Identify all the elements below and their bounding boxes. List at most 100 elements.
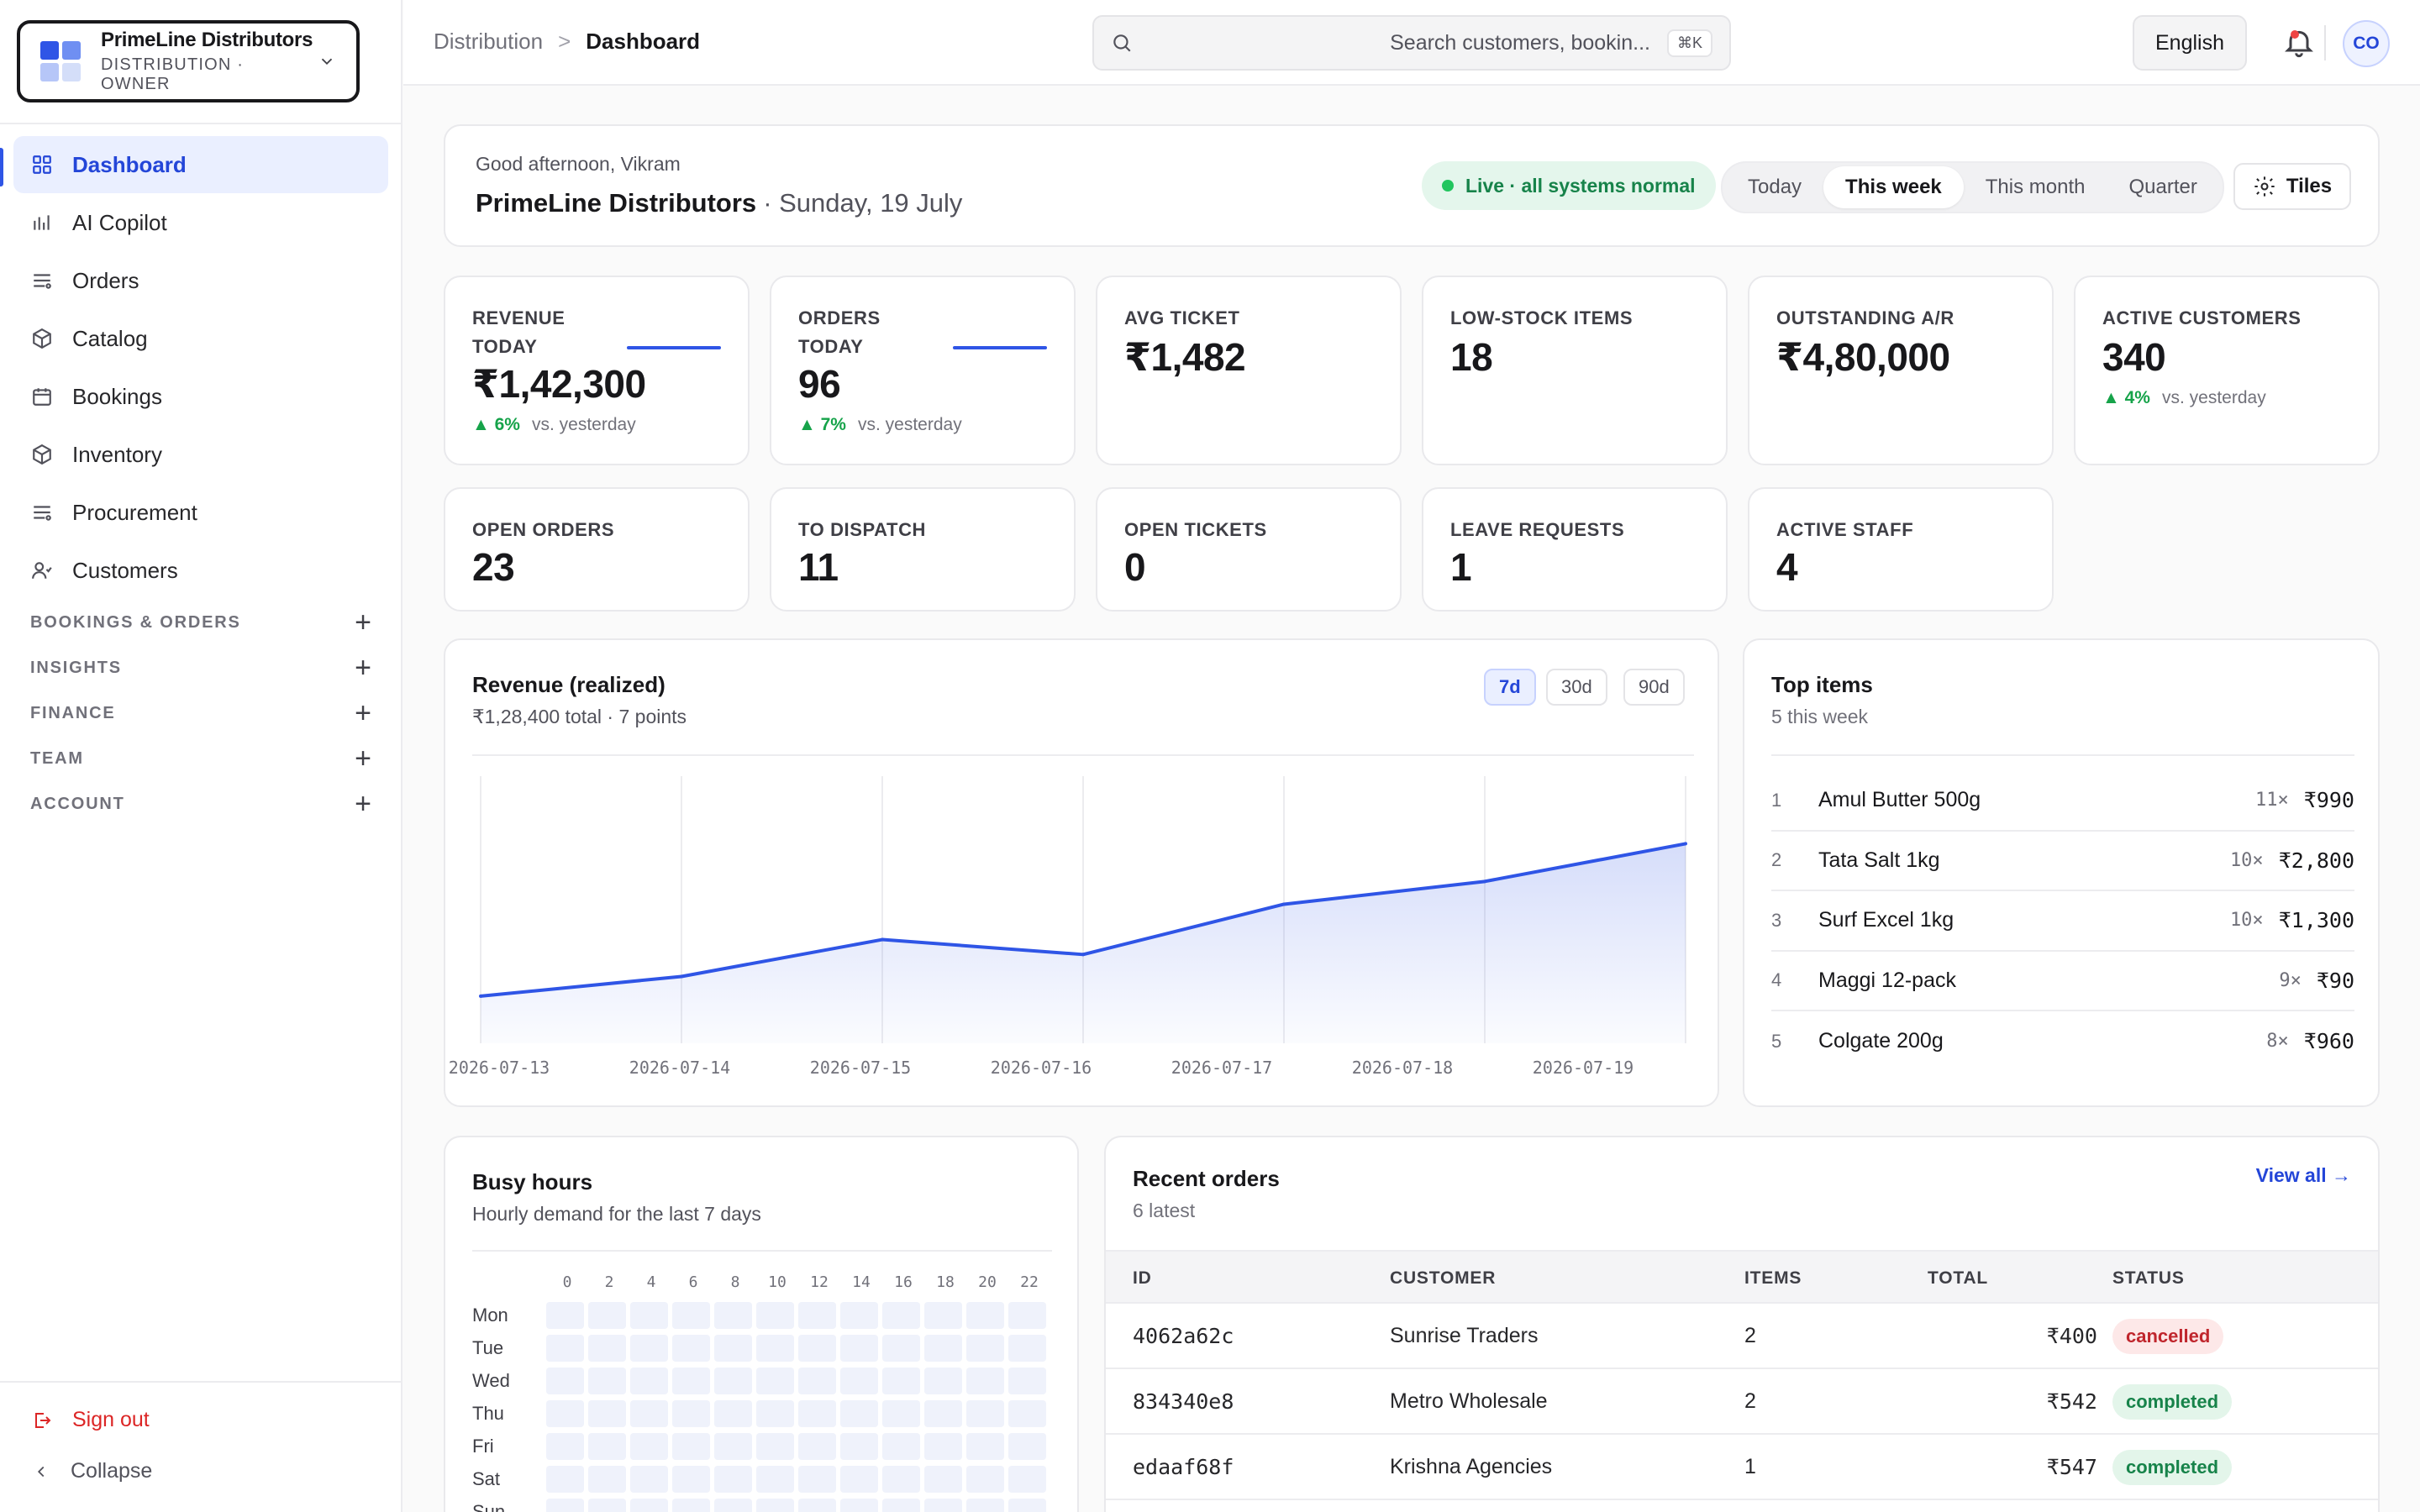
avatar[interactable]: CO bbox=[2343, 20, 2390, 67]
heatmap-cell[interactable] bbox=[1008, 1335, 1046, 1362]
kpi-card-to-dispatch[interactable]: TO DISPATCH 11 bbox=[770, 487, 1076, 612]
heatmap-cell[interactable] bbox=[924, 1368, 962, 1394]
period-this-month[interactable]: This month bbox=[1985, 176, 2086, 198]
heatmap-cell[interactable] bbox=[756, 1433, 794, 1460]
heatmap-cell[interactable] bbox=[966, 1466, 1004, 1493]
heatmap-cell[interactable] bbox=[882, 1400, 920, 1427]
heatmap-cell[interactable] bbox=[546, 1433, 584, 1460]
heatmap-cell[interactable] bbox=[798, 1433, 836, 1460]
language-selector[interactable]: English bbox=[2133, 15, 2247, 71]
heatmap-cell[interactable] bbox=[1008, 1499, 1046, 1512]
sidebar-item-catalog[interactable]: Catalog bbox=[13, 310, 388, 367]
table-row[interactable]: 834340e8 Metro Wholesale 2 ₹542 complete… bbox=[1106, 1369, 2378, 1435]
heatmap-cell[interactable] bbox=[840, 1466, 878, 1493]
heatmap-cell[interactable] bbox=[798, 1499, 836, 1512]
data-point[interactable] bbox=[1483, 879, 1486, 884]
heatmap-cell[interactable] bbox=[840, 1368, 878, 1394]
heatmap-cell[interactable] bbox=[882, 1433, 920, 1460]
period-quarter[interactable]: Quarter bbox=[2128, 176, 2197, 198]
heatmap-cell[interactable] bbox=[756, 1368, 794, 1394]
data-point[interactable] bbox=[680, 974, 683, 979]
heatmap-cell[interactable] bbox=[924, 1335, 962, 1362]
heatmap-cell[interactable] bbox=[966, 1368, 1004, 1394]
heatmap-cell[interactable] bbox=[1008, 1400, 1046, 1427]
heatmap-cell[interactable] bbox=[672, 1433, 710, 1460]
data-point[interactable] bbox=[1081, 953, 1085, 957]
sidebar-item-bookings[interactable]: Bookings bbox=[13, 368, 388, 425]
heatmap-cell[interactable] bbox=[672, 1466, 710, 1493]
heatmap-cell[interactable] bbox=[882, 1335, 920, 1362]
heatmap-cell[interactable] bbox=[882, 1368, 920, 1394]
heatmap-cell[interactable] bbox=[1008, 1433, 1046, 1460]
sign-out-button[interactable]: Sign out bbox=[32, 1408, 150, 1432]
heatmap-cell[interactable] bbox=[966, 1302, 1004, 1329]
heatmap-cell[interactable] bbox=[588, 1466, 626, 1493]
heatmap-cell[interactable] bbox=[840, 1433, 878, 1460]
column-header-items[interactable]: ITEMS bbox=[1744, 1268, 1802, 1288]
sidebar-item-customers[interactable]: Customers bbox=[13, 542, 388, 599]
heatmap-cell[interactable] bbox=[924, 1433, 962, 1460]
heatmap-cell[interactable] bbox=[756, 1466, 794, 1493]
list-item[interactable]: 2 Tata Salt 1kg 10× ₹2,800 bbox=[1771, 832, 2354, 891]
heatmap-cell[interactable] bbox=[840, 1400, 878, 1427]
column-header-customer[interactable]: CUSTOMER bbox=[1390, 1268, 1497, 1288]
heatmap-cell[interactable] bbox=[840, 1499, 878, 1512]
heatmap-cell[interactable] bbox=[672, 1400, 710, 1427]
kpi-card-low-stock[interactable]: LOW-STOCK ITEMS 18 bbox=[1422, 276, 1728, 465]
heatmap-cell[interactable] bbox=[798, 1466, 836, 1493]
heatmap-cell[interactable] bbox=[966, 1499, 1004, 1512]
heatmap-cell[interactable] bbox=[714, 1499, 752, 1512]
heatmap-cell[interactable] bbox=[714, 1400, 752, 1427]
data-point[interactable] bbox=[1282, 902, 1286, 906]
heatmap-cell[interactable] bbox=[714, 1335, 752, 1362]
heatmap-cell[interactable] bbox=[672, 1499, 710, 1512]
kpi-card-open-orders[interactable]: OPEN ORDERS 23 bbox=[444, 487, 750, 612]
heatmap-cell[interactable] bbox=[1008, 1302, 1046, 1329]
collapse-button[interactable]: Collapse bbox=[32, 1459, 152, 1483]
section-team[interactable]: TEAM + bbox=[13, 736, 388, 781]
heatmap-cell[interactable] bbox=[966, 1335, 1004, 1362]
section-insights[interactable]: INSIGHTS + bbox=[13, 645, 388, 690]
kpi-card-active-customers[interactable]: ACTIVE CUSTOMERS 340 ▲ 4% vs. yesterday bbox=[2074, 276, 2380, 465]
sidebar-item-orders[interactable]: Orders bbox=[13, 252, 388, 309]
heatmap-cell[interactable] bbox=[546, 1400, 584, 1427]
kpi-card-orders[interactable]: ORDERS TODAY 96 ▲ 7% vs. yesterday bbox=[770, 276, 1076, 465]
heatmap-cell[interactable] bbox=[672, 1302, 710, 1329]
heatmap-cell[interactable] bbox=[546, 1499, 584, 1512]
org-switcher[interactable]: PrimeLine Distributors DISTRIBUTION · OW… bbox=[17, 20, 360, 102]
section-bookings-orders[interactable]: BOOKINGS & ORDERS + bbox=[13, 600, 388, 645]
heatmap-cell[interactable] bbox=[588, 1302, 626, 1329]
heatmap-cell[interactable] bbox=[588, 1368, 626, 1394]
data-point[interactable] bbox=[1684, 842, 1687, 846]
heatmap-cell[interactable] bbox=[588, 1400, 626, 1427]
range-90d[interactable]: 90d bbox=[1623, 669, 1685, 706]
heatmap-cell[interactable] bbox=[1008, 1466, 1046, 1493]
heatmap-cell[interactable] bbox=[588, 1433, 626, 1460]
bell-icon[interactable] bbox=[2282, 25, 2316, 59]
table-row[interactable]: 4062a62c Sunrise Traders 2 ₹400 cancelle… bbox=[1106, 1304, 2378, 1369]
heatmap-cell[interactable] bbox=[1008, 1368, 1046, 1394]
view-all-link[interactable]: View all → bbox=[2255, 1164, 2351, 1186]
sidebar-item-dashboard[interactable]: Dashboard bbox=[13, 136, 388, 193]
kpi-card-revenue[interactable]: REVENUE TODAY ₹1,42,300 ▲ 6% vs. yesterday bbox=[444, 276, 750, 465]
heatmap-cell[interactable] bbox=[672, 1335, 710, 1362]
heatmap-cell[interactable] bbox=[966, 1433, 1004, 1460]
heatmap-cell[interactable] bbox=[630, 1335, 668, 1362]
heatmap-cell[interactable] bbox=[924, 1466, 962, 1493]
heatmap-cell[interactable] bbox=[840, 1335, 878, 1362]
sidebar-item-ai-copilot[interactable]: AI Copilot bbox=[13, 194, 388, 251]
heatmap-cell[interactable] bbox=[630, 1433, 668, 1460]
list-item[interactable]: 3 Surf Excel 1kg 10× ₹1,300 bbox=[1771, 891, 2354, 952]
column-header-total[interactable]: TOTAL bbox=[1928, 1268, 1989, 1288]
search-input[interactable]: Search customers, bookin... ⌘K bbox=[1092, 15, 1731, 71]
heatmap-cell[interactable] bbox=[798, 1335, 836, 1362]
heatmap-cell[interactable] bbox=[714, 1433, 752, 1460]
heatmap-cell[interactable] bbox=[840, 1302, 878, 1329]
section-finance[interactable]: FINANCE + bbox=[13, 690, 388, 736]
heatmap-cell[interactable] bbox=[630, 1499, 668, 1512]
heatmap-cell[interactable] bbox=[798, 1302, 836, 1329]
breadcrumb-parent[interactable]: Distribution bbox=[434, 29, 544, 54]
range-30d[interactable]: 30d bbox=[1546, 669, 1607, 706]
heatmap-cell[interactable] bbox=[672, 1368, 710, 1394]
kpi-card-active-staff[interactable]: ACTIVE STAFF 4 bbox=[1748, 487, 2054, 612]
